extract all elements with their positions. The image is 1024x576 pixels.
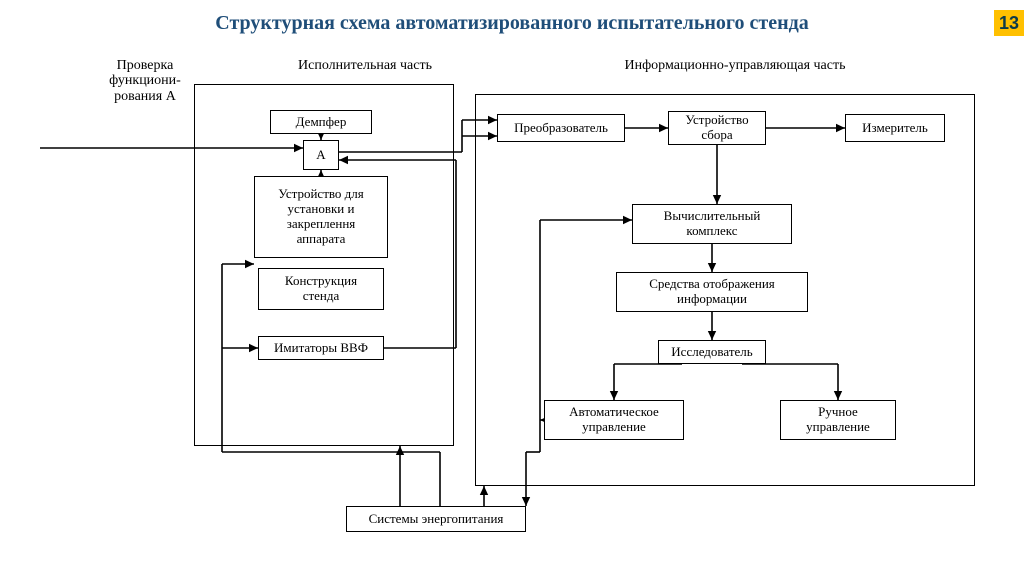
n-preob: Преобразователь	[497, 114, 625, 142]
n-auto: Автоматическое управление	[544, 400, 684, 440]
n-imitator: Имитаторы ВВФ	[258, 336, 384, 360]
n-a: А	[303, 140, 339, 170]
n-izmer: Измеритель	[845, 114, 945, 142]
n-ruch: Ручное управление	[780, 400, 896, 440]
n-issled: Исследователь	[658, 340, 766, 364]
lbl-info: Информационно-управляющая часть	[575, 58, 895, 73]
box-exec	[194, 84, 454, 446]
n-sbor: Устройство сбора	[668, 111, 766, 145]
n-dempfer: Демпфер	[270, 110, 372, 134]
n-sred: Средства отображения информации	[616, 272, 808, 312]
lbl-check: Проверка функциони- рования А	[95, 58, 195, 104]
n-ustroy: Устройство для установки и закреплення а…	[254, 176, 388, 258]
n-vych: Вычислительный комплекс	[632, 204, 792, 244]
lbl-exec: Исполнительная часть	[270, 58, 460, 73]
n-konstr: Конструкция стенда	[258, 268, 384, 310]
n-power: Системы энергопитания	[346, 506, 526, 532]
